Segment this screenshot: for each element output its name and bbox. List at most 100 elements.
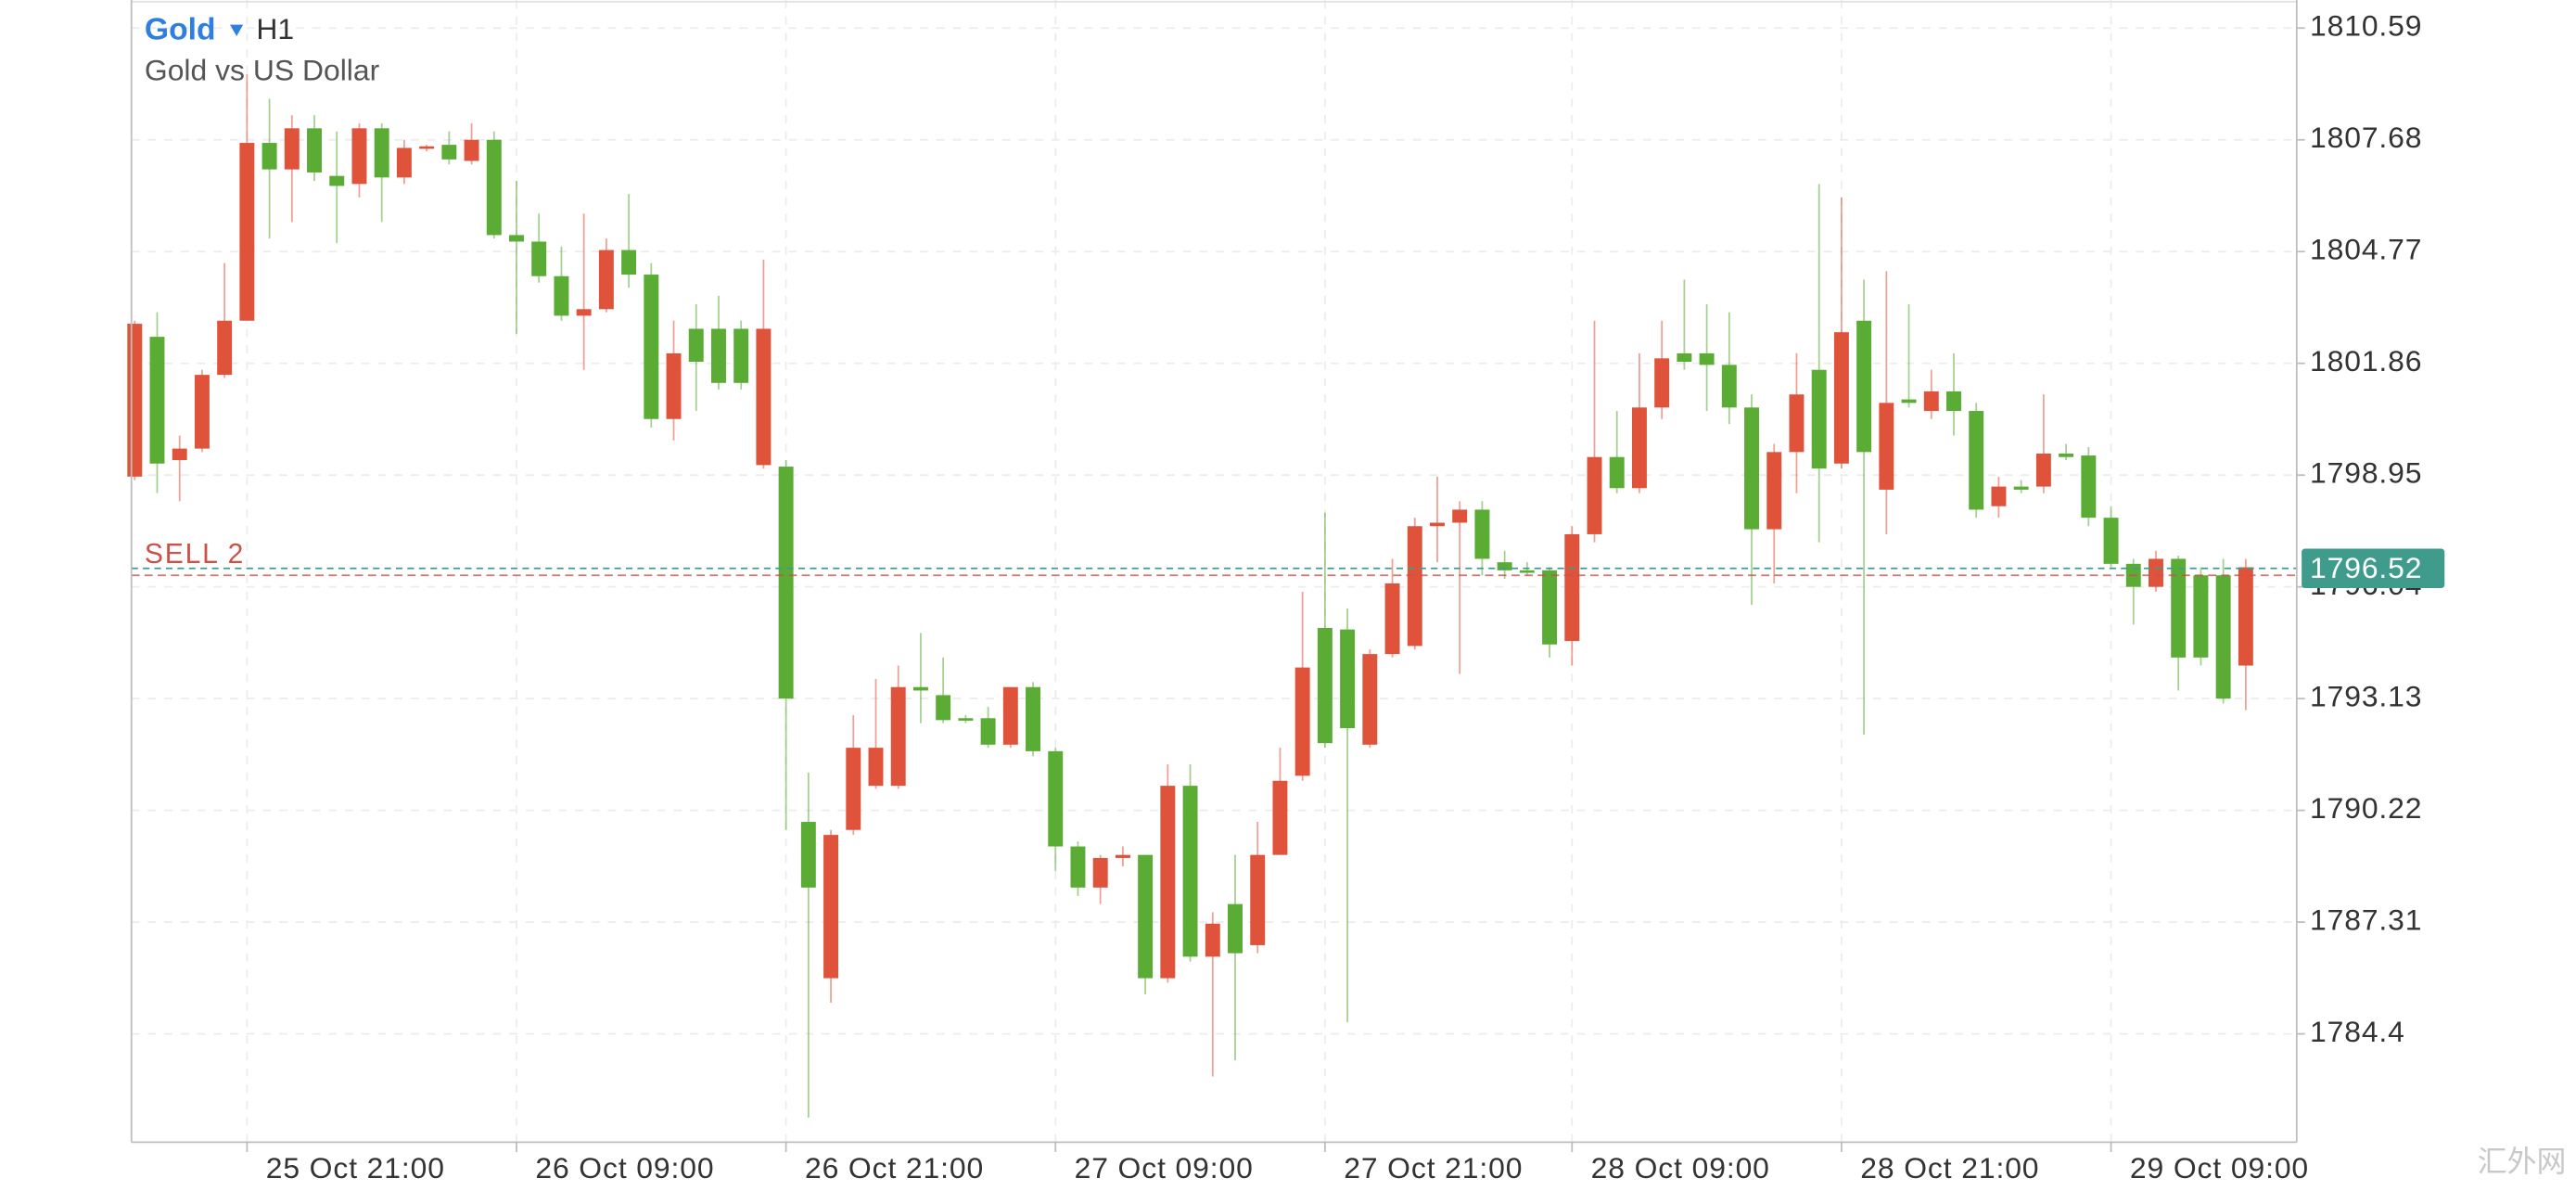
candle-body [351, 128, 367, 185]
candle-body [1182, 786, 1198, 957]
candle-body [464, 139, 479, 161]
candle-body [1609, 456, 1625, 489]
candle-body [800, 822, 816, 888]
candle-body [2059, 453, 2074, 457]
x-tick-label: 28 Oct 09:00 [1591, 1151, 1770, 1185]
candle-body [1294, 667, 1310, 776]
candle-body [980, 718, 996, 745]
candle-body [710, 328, 726, 383]
candle-body [419, 146, 435, 149]
candle-body [1228, 903, 1243, 954]
candle-body [531, 241, 547, 276]
price-label-box [2302, 548, 2445, 589]
candle-body [1542, 570, 1558, 645]
candle-body [329, 175, 345, 186]
candle-body [1070, 846, 1086, 888]
candle-body [2215, 575, 2231, 699]
candle-body [284, 128, 300, 170]
y-tick-label: 1790.22 [2310, 791, 2422, 825]
candle-body [554, 275, 569, 316]
candle-body [666, 352, 682, 419]
candle-body [846, 748, 861, 830]
candle-body [756, 328, 772, 466]
candle-body [1250, 854, 1266, 945]
candle-body [621, 250, 637, 275]
candle-body [1564, 533, 1580, 642]
candle-body [868, 748, 884, 787]
candle-body [1497, 562, 1512, 570]
candle-body [2238, 567, 2253, 666]
candle-body [1833, 332, 1849, 464]
candle-body [307, 128, 323, 173]
candle-body [2171, 558, 2187, 658]
candle-body [1654, 358, 1670, 408]
candle-body [823, 835, 839, 979]
candle-body [2013, 486, 2029, 490]
candle-body [1384, 583, 1400, 655]
timeframe[interactable]: H1 [256, 12, 294, 45]
x-tick-label: 27 Oct 21:00 [1344, 1151, 1523, 1185]
y-tick-label: 1804.77 [2310, 233, 2422, 266]
candle-body [890, 686, 906, 787]
candle-body [936, 695, 951, 721]
candle-body [1340, 629, 1356, 729]
candle-body [778, 467, 794, 699]
candle-body [1677, 352, 1692, 363]
symbol-dropdown[interactable] [230, 24, 244, 37]
symbol[interactable]: Gold [145, 13, 216, 47]
candle-body [486, 139, 502, 236]
y-tick-label: 1793.13 [2310, 680, 2422, 713]
x-tick-label: 27 Oct 09:00 [1075, 1151, 1254, 1185]
candle-body [1317, 627, 1333, 744]
candle-body [1519, 570, 1535, 573]
candle-body [396, 147, 412, 178]
candle-body [1160, 786, 1176, 979]
candle-body [1811, 369, 1827, 469]
candle-body [509, 235, 524, 242]
plot: SELL 2 [127, 73, 2297, 1118]
y-tick-label: 1798.95 [2310, 456, 2422, 490]
candle-body [598, 250, 614, 310]
candle-body [261, 143, 277, 170]
candle-body [2193, 575, 2209, 658]
price-label: 1796.52 [2310, 551, 2422, 584]
candle-body [733, 328, 749, 383]
candle-body [1407, 526, 1422, 647]
x-tick-label: 25 Oct 21:00 [266, 1151, 445, 1185]
candle-body [1092, 857, 1108, 888]
candle-body [1991, 486, 2007, 506]
candle-body [1138, 854, 1154, 979]
candle-body [1272, 780, 1288, 855]
candle-body [1879, 403, 1894, 490]
subtitle: Gold vs US Dollar [145, 53, 380, 86]
watermark: 汇外网 [2478, 1144, 2567, 1179]
candle-body [127, 324, 143, 477]
candle-body [1766, 452, 1782, 530]
y-tick-label: 1807.68 [2310, 121, 2422, 154]
x-tick-label: 26 Oct 21:00 [805, 1151, 984, 1185]
candle-body [441, 145, 457, 160]
candle-body [194, 375, 210, 449]
candle-body [239, 143, 255, 321]
candle-body [644, 275, 659, 419]
y-tick-label: 1810.59 [2310, 9, 2422, 43]
candle-body [2103, 518, 2119, 564]
candle-body [958, 718, 974, 721]
candle-body [1946, 391, 1961, 412]
y-tick-label: 1801.86 [2310, 344, 2422, 378]
x-tick-label: 28 Oct 21:00 [1860, 1151, 2039, 1185]
candle-body [1923, 391, 1939, 412]
candle-body [149, 337, 165, 464]
candle-body [172, 448, 187, 461]
candle-body [1205, 923, 1220, 957]
candle-body [1115, 854, 1130, 858]
candle-body [374, 128, 389, 178]
order-label: SELL 2 [145, 539, 245, 570]
candle-body [2035, 453, 2051, 487]
candle-body [1362, 654, 1378, 745]
x-tick-label: 29 Oct 09:00 [2130, 1151, 2309, 1185]
